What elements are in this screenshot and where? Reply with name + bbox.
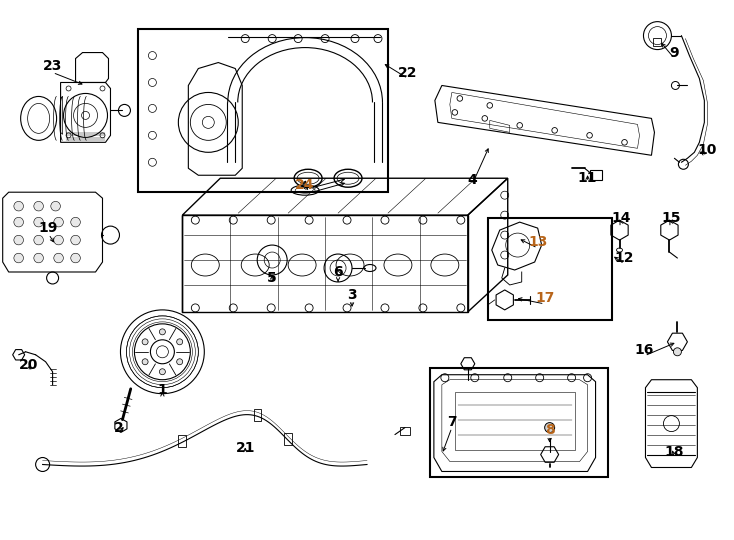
Text: 7: 7 (447, 415, 457, 429)
Bar (430, 368, 608, 477)
Bar (653, 38, 661, 45)
Circle shape (34, 217, 43, 227)
Circle shape (70, 235, 80, 245)
Circle shape (159, 329, 165, 335)
Text: 17: 17 (535, 291, 554, 305)
Text: 11: 11 (578, 171, 597, 185)
Bar (253, 409, 261, 421)
Circle shape (159, 369, 165, 375)
Text: 20: 20 (19, 358, 38, 372)
Text: 15: 15 (661, 211, 681, 225)
Text: 14: 14 (611, 211, 631, 225)
Circle shape (54, 235, 63, 245)
Text: 5: 5 (267, 271, 277, 285)
Text: 21: 21 (236, 441, 255, 455)
Text: 10: 10 (698, 143, 717, 157)
Text: 16: 16 (635, 343, 654, 357)
Bar (488, 218, 611, 320)
Circle shape (70, 253, 80, 263)
Bar (178, 435, 186, 447)
Circle shape (34, 201, 43, 211)
Circle shape (177, 339, 183, 345)
Circle shape (51, 201, 60, 211)
Text: 4: 4 (467, 173, 476, 187)
Text: 19: 19 (39, 221, 58, 235)
Text: 9: 9 (669, 45, 679, 59)
Circle shape (54, 217, 63, 227)
Circle shape (142, 339, 148, 345)
Bar (589, 170, 602, 180)
Circle shape (142, 359, 148, 364)
Text: 8: 8 (545, 423, 554, 436)
Bar (139, 29, 388, 192)
Circle shape (34, 235, 43, 245)
Circle shape (545, 423, 555, 433)
Text: 23: 23 (43, 58, 62, 72)
Text: 3: 3 (347, 288, 357, 302)
Text: 6: 6 (333, 265, 343, 279)
Circle shape (14, 201, 23, 211)
Circle shape (177, 359, 183, 364)
Circle shape (14, 235, 23, 245)
Circle shape (14, 253, 23, 263)
Text: 2: 2 (114, 421, 123, 435)
Bar (400, 427, 410, 435)
Text: 24: 24 (295, 178, 315, 192)
Text: 13: 13 (528, 235, 548, 249)
Text: 12: 12 (615, 251, 634, 265)
Circle shape (34, 253, 43, 263)
Circle shape (54, 253, 63, 263)
Text: 22: 22 (398, 65, 418, 79)
Circle shape (14, 217, 23, 227)
Bar (284, 433, 292, 446)
Circle shape (70, 217, 80, 227)
Text: 1: 1 (158, 383, 167, 397)
Text: 18: 18 (665, 444, 684, 458)
Circle shape (673, 348, 681, 356)
